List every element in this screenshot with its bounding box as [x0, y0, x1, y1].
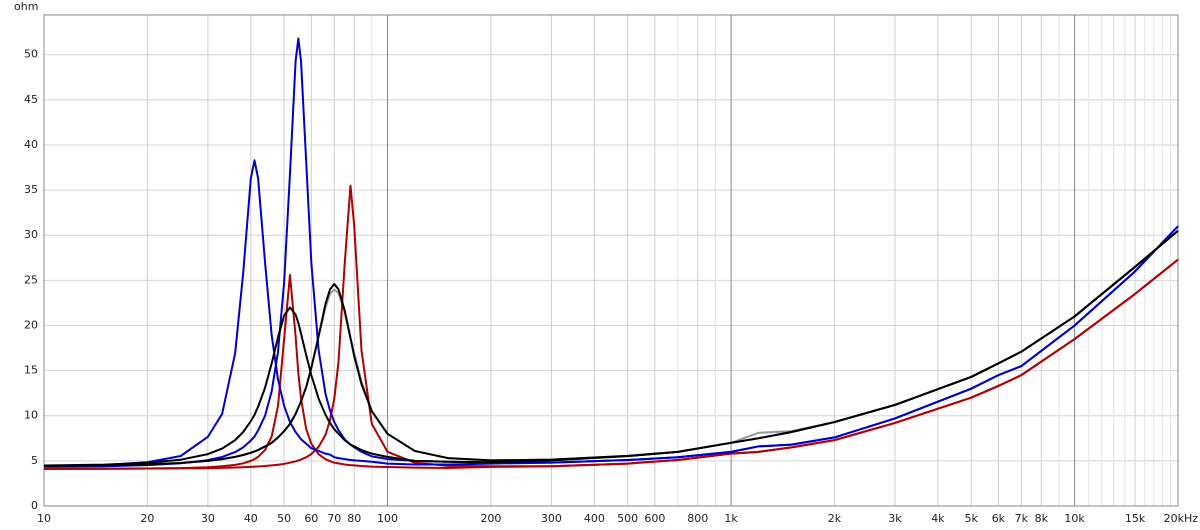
x-tick-label: 2k — [828, 512, 842, 525]
x-tick-label: 4k — [931, 512, 945, 525]
y-tick-label: 15 — [24, 364, 38, 377]
x-tick-label: 800 — [687, 512, 708, 525]
x-tick-label: 50 — [277, 512, 291, 525]
y-tick-label: 40 — [24, 138, 38, 151]
y-tick-label: 20 — [24, 318, 38, 331]
x-tick-label: 500 — [617, 512, 638, 525]
x-tick-label: 20 — [140, 512, 154, 525]
x-tick-label: 70 — [327, 512, 341, 525]
impedance-curve — [43, 184, 1179, 470]
x-tick-label: 100 — [377, 512, 398, 525]
x-tick-label: 10 — [37, 512, 51, 525]
y-tick-label: 5 — [31, 454, 38, 467]
x-tick-label: 40 — [244, 512, 258, 525]
x-tick-label: 300 — [541, 512, 562, 525]
x-tick-label: 600 — [644, 512, 665, 525]
y-tick-label: 50 — [24, 48, 38, 61]
y-tick-label: 0 — [31, 499, 38, 512]
x-tick-label: 200 — [480, 512, 501, 525]
x-tick-label: 7k — [1015, 512, 1029, 525]
y-tick-label: 25 — [24, 273, 38, 286]
x-tick-label: 400 — [584, 512, 605, 525]
x-tick-label: 30 — [201, 512, 215, 525]
x-tick-label: 5k — [964, 512, 978, 525]
x-tick-label: 10k — [1064, 512, 1085, 525]
x-tick-label: 8k — [1035, 512, 1049, 525]
impedance-curve — [43, 229, 1179, 467]
impedance-curve — [43, 37, 1179, 468]
x-tick-label: 20kHz — [1164, 512, 1199, 525]
y-axis-label: ohm — [14, 0, 38, 13]
x-tick-label: 1k — [724, 512, 738, 525]
x-tick-label: 60 — [304, 512, 318, 525]
y-tick-label: 45 — [24, 93, 38, 106]
x-tick-label: 80 — [347, 512, 361, 525]
x-tick-label: 6k — [992, 512, 1006, 525]
y-tick-label: 35 — [24, 183, 38, 196]
x-tick-label: 15k — [1125, 512, 1146, 525]
y-tick-label: 30 — [24, 228, 38, 241]
y-tick-label: 10 — [24, 409, 38, 422]
x-tick-label: 3k — [888, 512, 902, 525]
